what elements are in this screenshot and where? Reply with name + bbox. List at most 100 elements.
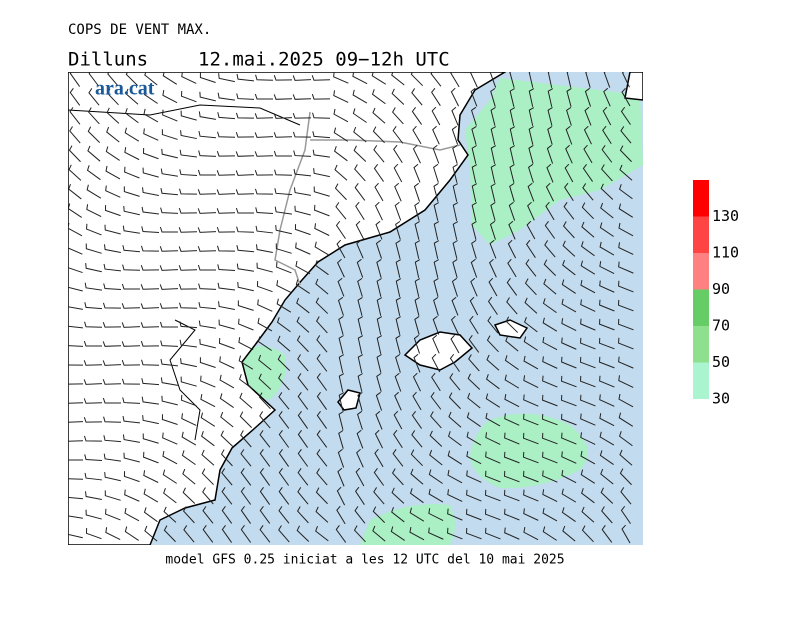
- barb: [433, 278, 439, 297]
- barb: [372, 525, 386, 542]
- barb: [528, 145, 534, 164]
- barb: [85, 243, 102, 254]
- barb: [160, 168, 178, 177]
- barb: [561, 298, 577, 313]
- barb: [376, 297, 383, 316]
- barb: [235, 207, 255, 214]
- barb: [337, 277, 345, 297]
- barb: [68, 515, 83, 519]
- barb: [88, 107, 100, 125]
- barb: [432, 315, 440, 335]
- barb: [470, 87, 478, 107]
- barb: [142, 167, 159, 178]
- barb: [297, 468, 309, 486]
- barb: [395, 335, 401, 354]
- barb: [254, 93, 274, 100]
- barb: [374, 182, 384, 202]
- barb: [159, 265, 179, 271]
- barb: [183, 525, 195, 543]
- barb: [106, 107, 120, 124]
- legend-swatch: [693, 289, 709, 326]
- barb: [374, 201, 383, 221]
- barb: [278, 429, 290, 448]
- barb: [123, 471, 140, 483]
- barb: [523, 470, 539, 483]
- barb: [178, 265, 198, 271]
- barb: [159, 303, 179, 309]
- barb: [259, 525, 271, 543]
- barb: [509, 145, 516, 164]
- barb: [449, 373, 461, 391]
- barb: [433, 240, 440, 259]
- barb: [542, 507, 558, 522]
- barb: [504, 489, 520, 502]
- barb: [163, 488, 177, 504]
- barb: [490, 87, 496, 107]
- barb: [88, 88, 100, 106]
- barb: [619, 164, 633, 181]
- legend-label: 110: [712, 244, 739, 262]
- barb: [104, 205, 121, 217]
- barb: [102, 341, 122, 347]
- barb: [180, 90, 197, 103]
- barb: [562, 221, 575, 239]
- barb: [296, 525, 310, 542]
- barb: [599, 375, 615, 388]
- barb: [447, 489, 463, 502]
- barb: [217, 264, 236, 272]
- barb: [121, 360, 141, 366]
- barb: [470, 106, 477, 126]
- barb: [566, 106, 572, 126]
- barb: [414, 297, 420, 316]
- barb: [143, 507, 158, 523]
- barb: [235, 170, 255, 176]
- barb: [410, 468, 424, 485]
- barb: [581, 202, 594, 220]
- barb: [561, 451, 577, 464]
- barb: [393, 429, 403, 448]
- barb: [599, 280, 615, 293]
- barb: [123, 452, 140, 463]
- barb: [198, 150, 217, 157]
- barb: [617, 318, 634, 331]
- legend-swatch: [693, 253, 709, 290]
- barb: [542, 451, 558, 464]
- barb: [431, 87, 441, 106]
- barb: [600, 468, 614, 485]
- barb: [547, 125, 553, 145]
- barb: [315, 487, 328, 505]
- barb: [202, 506, 214, 524]
- barb: [68, 440, 84, 442]
- barb: [562, 525, 576, 542]
- barb: [240, 449, 252, 467]
- barb: [433, 221, 440, 240]
- barb: [180, 110, 197, 121]
- barb: [353, 525, 366, 543]
- barb: [221, 468, 233, 486]
- barb: [376, 316, 383, 335]
- barb: [198, 283, 217, 290]
- barb: [259, 411, 271, 429]
- barb: [180, 394, 197, 407]
- barb: [372, 506, 386, 523]
- barb: [338, 335, 344, 354]
- barb: [599, 241, 615, 256]
- barb: [237, 281, 254, 292]
- barb: [85, 528, 102, 540]
- barb: [620, 126, 632, 144]
- barb: [216, 170, 236, 176]
- barb: [431, 353, 441, 373]
- barb: [255, 225, 274, 234]
- barb: [542, 470, 558, 483]
- barb: [354, 183, 366, 201]
- barb: [121, 341, 141, 347]
- barb: [334, 183, 347, 201]
- barb: [393, 410, 403, 430]
- barb: [431, 372, 441, 392]
- barb: [618, 337, 634, 350]
- barb: [414, 278, 421, 297]
- barb: [199, 72, 216, 83]
- barb: [599, 450, 614, 465]
- barb: [199, 338, 216, 349]
- barb: [545, 201, 555, 221]
